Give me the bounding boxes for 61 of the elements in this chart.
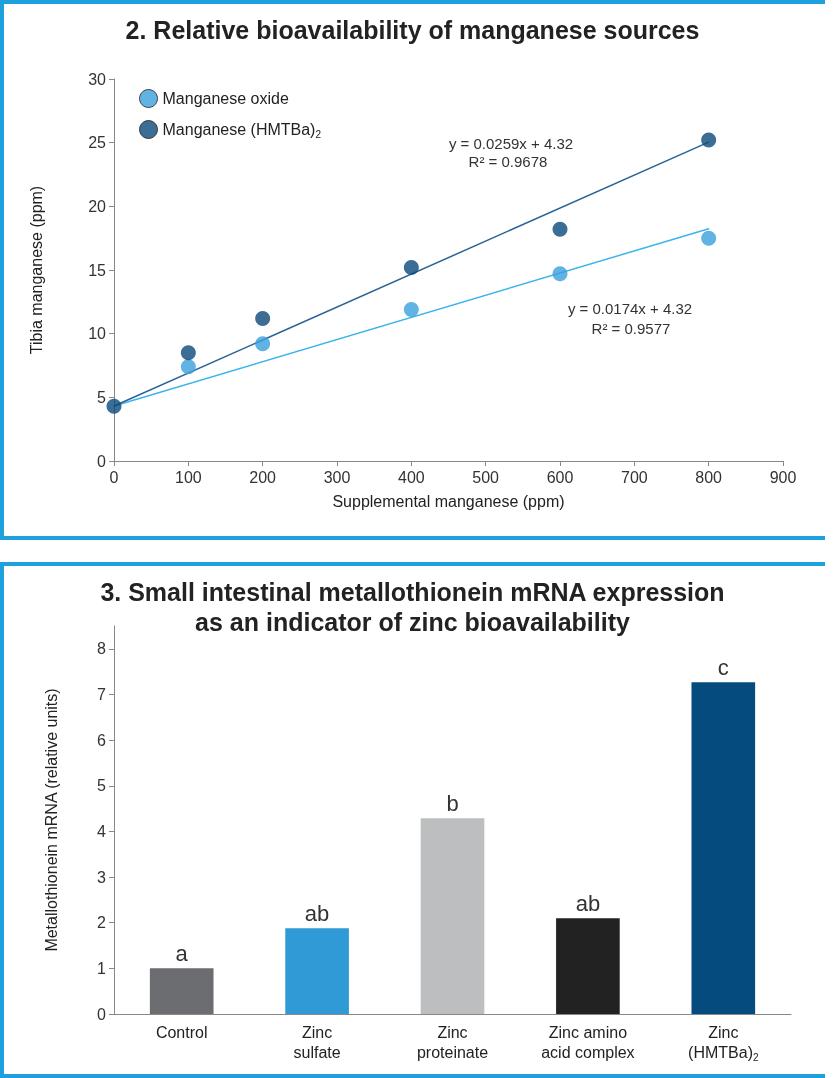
y-tick-label: 3 [97,868,107,886]
y-tick-label: 6 [97,731,107,749]
y-tick-label: 15 [88,261,107,279]
legend-label: Manganese oxide [162,90,289,107]
y-tick-label: 10 [88,325,107,343]
x-tick-label: 200 [249,468,277,486]
x-tick-label: 0 [109,468,119,486]
annotation: y = 0.0174x + 4.32 [567,299,693,317]
y-tick-label: 8 [97,640,107,658]
y-axis-title: Metallothionein mRNA (relative units) [42,688,60,952]
x-tick-label: 800 [695,468,723,486]
point [701,230,717,246]
x-tick-label: 500 [472,468,500,486]
annotation: c [717,654,729,680]
x-tick-label: Zinc amino acid complex [541,1023,635,1061]
y-tick-label: 2 [97,914,107,932]
x-tick-label: Zinc proteinate [416,1023,489,1061]
point [403,259,419,275]
bar [420,818,485,1014]
bar [285,928,349,1014]
annotation: a [175,940,189,966]
y-tick-label: 20 [88,197,107,215]
point [180,359,196,375]
point [552,221,568,237]
bar [556,918,620,1014]
x-tick-label: 900 [769,468,797,486]
y-tick-label: 30 [88,70,107,88]
chart-title: 2. Relative bioavailability of manganese sources [125,16,700,44]
y-axis-title: Tibia manganese (ppm) [27,185,45,355]
point [255,310,271,326]
y-tick-label: 5 [97,388,107,406]
point [403,301,419,317]
x-tick-label: 600 [546,468,574,486]
annotation: y = 0.0259x + 4.32 [448,134,574,152]
point [180,345,196,361]
x-tick-label: 300 [323,468,351,486]
annotation: R² = 0.9577 [591,319,671,337]
bar [149,968,214,1014]
x-tick-label: 700 [620,468,648,486]
chart-title: 3. Small intestinal metallothionein mRNA expression as an indicator of zinc bioavailability [100,578,725,636]
point [552,266,568,282]
point [701,132,717,148]
y-tick-label: 5 [97,777,107,795]
point [106,398,122,414]
y-tick-label: 7 [97,685,107,703]
annotation: R² = 0.9678 [468,152,548,170]
y-tick-label: 0 [97,1005,107,1023]
y-tick-label: 0 [97,452,107,470]
point [255,336,271,352]
x-tick-label: 100 [174,468,202,486]
y-tick-label: 4 [97,822,107,840]
x-tick-label: Zinc sulfate [293,1023,341,1061]
x-tick-label: 400 [397,468,425,486]
annotation: ab [575,890,601,916]
annotation: ab [304,900,330,926]
x-tick-label: Control [155,1023,208,1041]
annotation: b [446,790,459,816]
y-tick-label: 25 [88,134,107,152]
y-tick-label: 1 [97,959,107,977]
x-axis-title: Supplemental manganese (ppm) [332,492,565,510]
bar [691,682,756,1014]
